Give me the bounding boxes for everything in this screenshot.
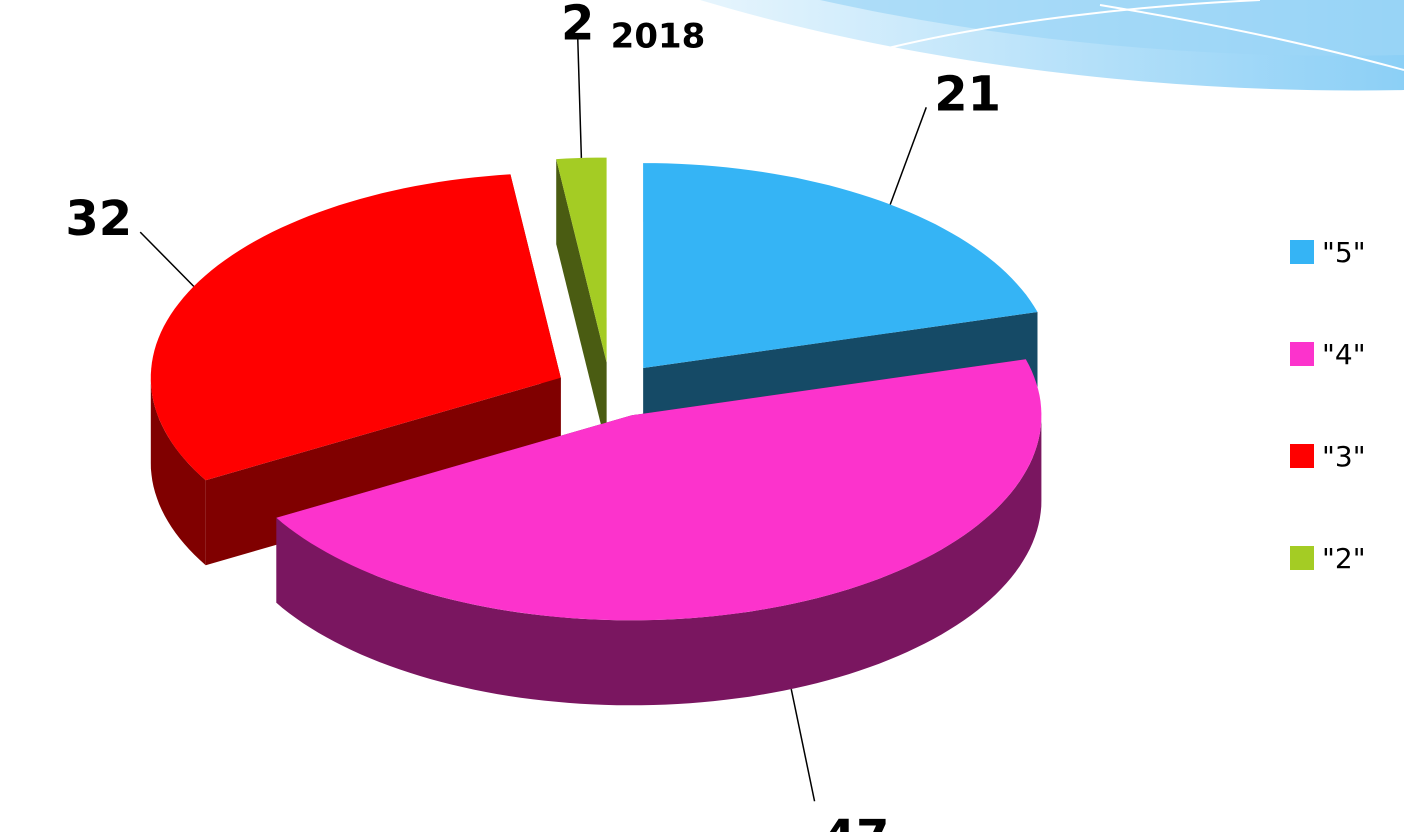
legend-label: "5"	[1322, 236, 1366, 269]
data-label: 47	[823, 810, 890, 832]
chart-title: 2018	[611, 17, 706, 57]
data-label: 21	[934, 66, 1001, 122]
legend-swatch	[1290, 342, 1314, 366]
leader-line	[791, 689, 814, 801]
data-label: 32	[65, 191, 132, 247]
leader-line	[578, 36, 582, 158]
data-label: 2	[561, 0, 594, 51]
legend-swatch	[1290, 546, 1314, 570]
legend-label: "3"	[1322, 440, 1366, 473]
chart: 2018 21 47 32 2 "5" "4" "3" "2"	[0, 0, 1404, 832]
decoration	[700, 0, 1404, 90]
legend-label: "2"	[1322, 542, 1366, 575]
leader-line	[140, 232, 194, 286]
slice	[556, 158, 606, 448]
legend-swatch	[1290, 444, 1314, 468]
legend-label: "4"	[1322, 338, 1366, 371]
leader-line	[890, 107, 926, 204]
legend-swatch	[1290, 240, 1314, 264]
